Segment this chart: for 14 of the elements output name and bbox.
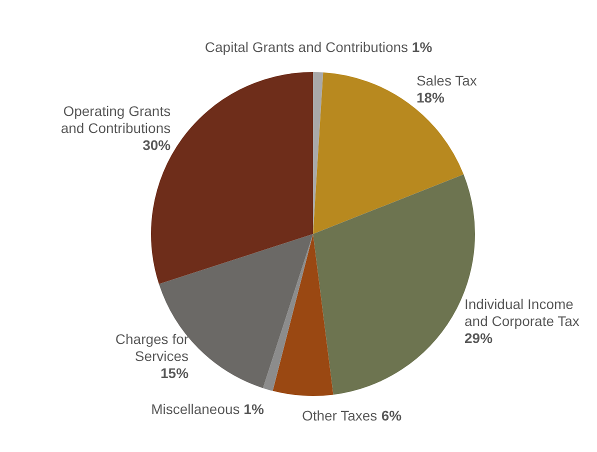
slice-label: Operating Grants and Contributions	[60, 102, 171, 136]
data-label: 1%	[412, 38, 433, 55]
slice-label: Charges for Services	[115, 330, 189, 364]
data-label: 18%	[416, 89, 446, 106]
slice-label: Sales Tax	[416, 72, 477, 88]
data-label: 15%	[160, 364, 190, 381]
data-label: 6%	[381, 408, 402, 424]
slice-label: Miscellaneous	[151, 400, 240, 417]
slice-label: Individual Income and Corporate Tax	[464, 296, 580, 329]
data-label: 30%	[142, 136, 172, 153]
data-label: 29%	[464, 330, 494, 346]
slice-label: Capital Grants and Contributions	[204, 38, 408, 55]
data-label: 1%	[244, 400, 264, 417]
slice-label: Other Taxes	[302, 408, 378, 424]
